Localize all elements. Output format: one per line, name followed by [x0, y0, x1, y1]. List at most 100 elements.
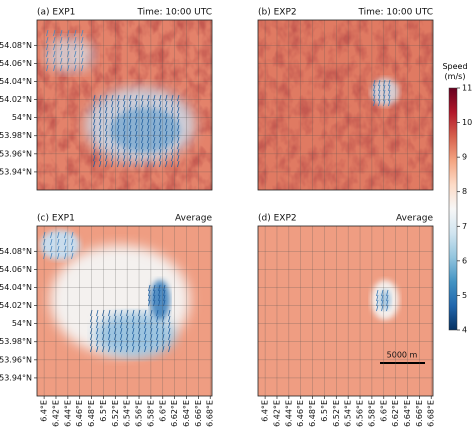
wind-arrow	[111, 160, 114, 168]
wind-arrow	[53, 64, 56, 72]
wind-arrow	[388, 79, 391, 87]
wind-arrow	[99, 106, 102, 114]
wind-arrow	[153, 299, 156, 307]
field-b	[258, 20, 433, 190]
colorbar-tick-label: 7	[462, 222, 467, 231]
wind-arrow	[96, 315, 99, 323]
wind-arrow	[50, 245, 53, 253]
wind-arrow	[141, 100, 144, 108]
wind-arrow	[129, 160, 132, 168]
x-tick-label: 6.4°E	[40, 400, 49, 422]
x-tick-label: 6.46°E	[296, 400, 305, 427]
wind-arrow	[96, 327, 99, 335]
x-tick-label: 6.68°E	[206, 400, 215, 427]
wind-arrow	[165, 136, 168, 144]
wind-arrow	[129, 112, 132, 120]
wind-arrow	[135, 94, 138, 102]
wind-arrow	[46, 50, 49, 58]
wind-arrow	[129, 130, 132, 138]
wind-arrow	[96, 309, 99, 317]
wind-arrow	[177, 106, 180, 114]
wind-arrow	[50, 252, 53, 260]
wind-arrow	[177, 124, 180, 132]
wind-arrow	[153, 100, 156, 108]
wind-arrow	[81, 57, 84, 65]
y-tick-label: 54.02°N	[0, 301, 32, 310]
wind-arrow	[171, 106, 174, 114]
panel-frame	[36, 19, 213, 191]
wind-arrow	[165, 94, 168, 102]
wind-arrow	[147, 130, 150, 138]
field-c	[37, 226, 212, 396]
wind-arrow	[81, 43, 84, 51]
wind-arrow	[60, 57, 63, 65]
wind-arrow	[93, 154, 96, 162]
wind-arrow	[138, 309, 141, 317]
wind-arrow	[93, 142, 96, 150]
wind-arrow	[46, 29, 49, 37]
wind-arrow	[111, 112, 114, 120]
wind-arrow	[105, 124, 108, 132]
wind-arrow	[99, 160, 102, 168]
wind-arrow	[96, 321, 99, 329]
wind-arrow	[147, 142, 150, 150]
wind-arrow	[144, 321, 147, 329]
wind-arrow	[105, 100, 108, 108]
wind-arrow	[108, 327, 111, 335]
y-tick-label: 53.96°N	[0, 355, 32, 364]
wind-arrow	[156, 333, 159, 341]
wind-arrow	[156, 327, 159, 335]
wind-arrow	[158, 299, 161, 307]
x-tick-label: 6.44°E	[63, 400, 72, 427]
wind-arrow	[153, 112, 156, 120]
wind-arrow	[57, 245, 60, 253]
wind-arrow	[123, 130, 126, 138]
wind-arrow	[117, 94, 120, 102]
wind-arrow	[159, 142, 162, 150]
wind-arrow	[381, 289, 384, 297]
x-tick-label: 6.54°E	[344, 400, 353, 427]
wind-arrow	[158, 284, 161, 292]
wind-arrow	[147, 118, 150, 126]
wind-arrow	[111, 94, 114, 102]
wind-arrow	[120, 327, 123, 335]
wind-arrow	[144, 327, 147, 335]
wind-arrow	[388, 84, 391, 92]
wind-arrow	[141, 160, 144, 168]
wind-arrow	[165, 130, 168, 138]
wind-arrow	[105, 106, 108, 114]
wind-arrow	[163, 284, 166, 292]
wind-arrow	[388, 99, 391, 107]
x-tick-label: 6.6°E	[158, 400, 167, 422]
wind-arrow	[129, 100, 132, 108]
wind-arrow	[147, 136, 150, 144]
wind-arrow	[141, 106, 144, 114]
wind-arrow	[96, 339, 99, 347]
wind-arrow	[165, 124, 168, 132]
wind-arrow	[144, 345, 147, 353]
wind-arrow	[120, 333, 123, 341]
x-tick-label: 6.58°E	[367, 400, 376, 427]
wind-arrow	[99, 112, 102, 120]
wind-arrow	[177, 118, 180, 126]
wind-arrow	[50, 238, 53, 246]
wind-arrow	[74, 43, 77, 51]
wind-arrow	[156, 315, 159, 323]
wind-arrow	[376, 304, 379, 312]
wind-arrow	[111, 154, 114, 162]
x-tick-label: 6.48°E	[308, 400, 317, 427]
wind-arrow	[171, 100, 174, 108]
wind-arrow	[177, 136, 180, 144]
wind-arrow	[138, 327, 141, 335]
wind-arrow	[99, 154, 102, 162]
wind-arrow	[373, 94, 376, 102]
wind-arrow	[159, 118, 162, 126]
wind-arrow	[138, 315, 141, 323]
x-tick-label: 6.5°E	[320, 400, 329, 422]
wind-arrow	[159, 112, 162, 120]
wind-arrow	[171, 142, 174, 150]
wind-arrow	[120, 315, 123, 323]
panel-frame	[257, 19, 434, 191]
wind-arrow	[378, 89, 381, 97]
wind-arrow	[171, 130, 174, 138]
